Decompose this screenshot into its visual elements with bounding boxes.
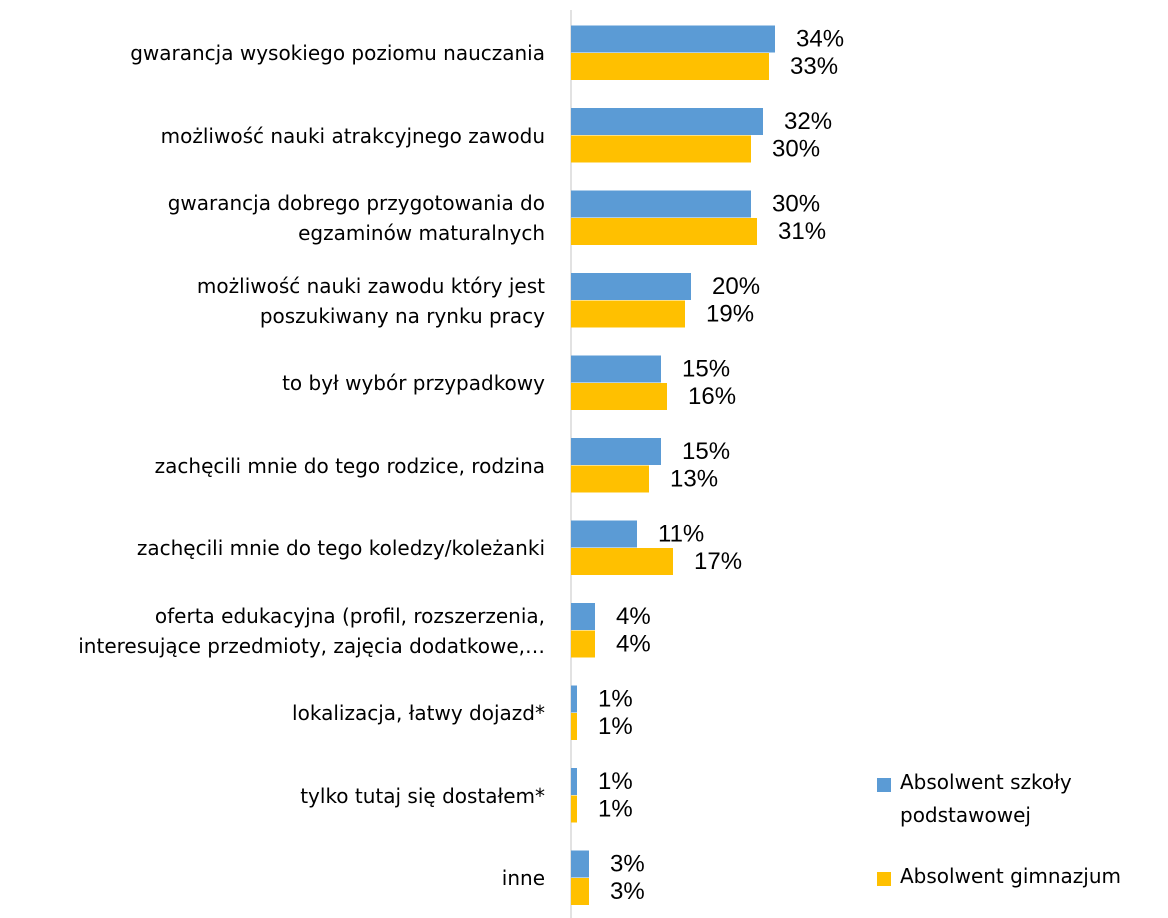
value-label: 32% (784, 108, 832, 135)
category-label: zachęcili mnie do tego rodzice, rodzina (154, 453, 545, 478)
value-label: 16% (688, 383, 736, 410)
value-label: 11% (658, 521, 704, 548)
value-label: 30% (772, 136, 820, 163)
bar (571, 218, 757, 245)
value-label: 34% (796, 26, 844, 53)
bar (571, 53, 769, 80)
value-label: 31% (778, 218, 826, 245)
value-label: 1% (598, 686, 633, 713)
legend-label: Absolwent gimnazjum (900, 864, 1122, 888)
value-label: 4% (616, 631, 651, 658)
bar (571, 548, 673, 575)
bar (571, 603, 595, 630)
bar (571, 685, 577, 713)
category-label: oferta edukacyjna (profil, rozszerzenia,… (78, 603, 545, 658)
category-label: zachęcili mnie do tego koledzy/koleżanki (136, 536, 545, 560)
category-label: możliwość nauki zawodu który jest poszuk… (196, 273, 545, 328)
category-label: możliwość nauki atrakcyjnego zawodu (160, 123, 545, 148)
category-label: gwarancja dobrego przygotowania do egzam… (167, 191, 545, 245)
bar (571, 25, 775, 53)
bar (571, 630, 595, 658)
value-label: 3% (610, 851, 645, 878)
value-label: 3% (610, 878, 645, 905)
bar (571, 355, 661, 383)
value-label: 1% (598, 796, 633, 823)
category-label: inne (501, 866, 545, 890)
value-label: 4% (616, 603, 651, 630)
bar (571, 135, 751, 163)
bar (571, 465, 649, 493)
category-label: lokalizacja, łatwy dojazd* (292, 701, 545, 725)
category-label: gwarancja wysokiego poziomu nauczania (130, 41, 545, 65)
value-label: 20% (712, 273, 760, 300)
value-label: 1% (598, 768, 633, 795)
bar (571, 713, 577, 740)
legend-swatch (877, 778, 891, 792)
bar (571, 438, 661, 465)
bar (571, 795, 577, 823)
value-label: 19% (706, 301, 754, 328)
bar (571, 190, 751, 218)
value-label: 30% (772, 191, 820, 218)
value-label: 15% (682, 438, 730, 465)
value-label: 13% (670, 466, 718, 493)
value-label: 15% (682, 356, 730, 383)
bar (571, 383, 667, 410)
value-label: 17% (694, 548, 742, 575)
bar (571, 273, 691, 300)
bar (571, 300, 685, 328)
value-label: 33% (790, 53, 838, 80)
category-label: to był wybór przypadkowy (282, 371, 545, 395)
bar (571, 768, 577, 795)
bar (571, 520, 637, 548)
legend-swatch (877, 872, 891, 886)
bar (571, 878, 589, 905)
legend-label: Absolwent szkoły podstawowej (900, 770, 1072, 827)
bar (571, 850, 589, 878)
value-label: 1% (598, 713, 633, 740)
bar (571, 108, 763, 135)
category-label: tylko tutaj się dostałem* (300, 783, 545, 808)
